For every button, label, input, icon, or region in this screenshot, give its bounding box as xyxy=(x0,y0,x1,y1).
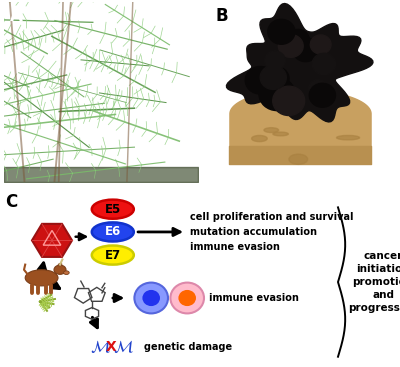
Text: cell proliferation and survival: cell proliferation and survival xyxy=(190,211,354,222)
Text: $\mathcal{M}$: $\mathcal{M}$ xyxy=(90,338,110,356)
Ellipse shape xyxy=(64,271,69,275)
Circle shape xyxy=(293,38,319,62)
Circle shape xyxy=(249,67,272,88)
Text: E5: E5 xyxy=(105,203,121,216)
Ellipse shape xyxy=(264,128,279,132)
Circle shape xyxy=(260,65,286,90)
Circle shape xyxy=(142,290,160,306)
Text: X: X xyxy=(106,340,116,354)
Text: cancer
initiation
promotion
and
progression: cancer initiation promotion and progress… xyxy=(348,251,400,313)
Text: genetic damage: genetic damage xyxy=(144,342,232,352)
Circle shape xyxy=(312,53,336,75)
Ellipse shape xyxy=(58,264,62,266)
Text: immune evasion: immune evasion xyxy=(209,293,299,303)
Circle shape xyxy=(245,66,275,94)
Ellipse shape xyxy=(25,270,58,286)
Ellipse shape xyxy=(252,135,267,142)
Circle shape xyxy=(273,86,305,116)
Circle shape xyxy=(309,83,336,107)
Circle shape xyxy=(268,19,295,44)
Ellipse shape xyxy=(273,132,288,136)
Circle shape xyxy=(309,80,327,96)
Circle shape xyxy=(263,66,289,91)
Ellipse shape xyxy=(336,135,360,140)
Circle shape xyxy=(134,283,168,313)
Text: C: C xyxy=(5,193,17,211)
Polygon shape xyxy=(32,224,72,257)
Circle shape xyxy=(265,51,285,70)
Text: E7: E7 xyxy=(105,248,121,262)
Text: mutation accumulation: mutation accumulation xyxy=(190,227,317,237)
Circle shape xyxy=(260,66,282,85)
Ellipse shape xyxy=(289,154,308,164)
Ellipse shape xyxy=(92,222,134,241)
Circle shape xyxy=(310,35,331,54)
Ellipse shape xyxy=(54,265,66,275)
Text: A: A xyxy=(10,7,23,25)
Circle shape xyxy=(278,34,303,57)
Text: E6: E6 xyxy=(105,225,121,239)
Text: $\mathcal{M}$: $\mathcal{M}$ xyxy=(113,338,134,356)
Ellipse shape xyxy=(92,246,134,265)
Circle shape xyxy=(178,290,196,306)
Polygon shape xyxy=(226,4,373,122)
Text: immune evasion: immune evasion xyxy=(190,242,280,252)
Circle shape xyxy=(259,77,295,110)
Circle shape xyxy=(287,29,309,50)
Ellipse shape xyxy=(92,200,134,219)
Text: B: B xyxy=(216,7,228,25)
Circle shape xyxy=(262,71,278,86)
Circle shape xyxy=(170,283,204,313)
Circle shape xyxy=(275,87,291,102)
